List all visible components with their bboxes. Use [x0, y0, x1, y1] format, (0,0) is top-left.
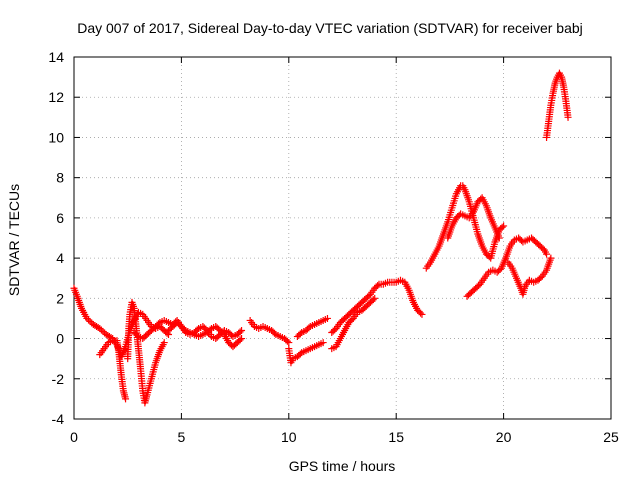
data-point: [543, 250, 551, 258]
x-tick-label: 0: [70, 429, 78, 445]
data-point: [371, 294, 379, 302]
y-tick-label: 2: [56, 290, 64, 306]
data-point: [99, 328, 107, 336]
y-axis-label: SDTVAR / TECUs: [6, 184, 22, 296]
data-point: [83, 314, 91, 322]
data-point: [270, 329, 278, 337]
y-tick-label: 12: [48, 89, 64, 105]
data-point: [236, 328, 244, 336]
data-point: [96, 325, 104, 332]
data-point: [296, 330, 304, 338]
axis-ticks: 0 5 10 15 20 25 -4 -2 0 2 4 6 8 10 12 14: [48, 49, 619, 445]
y-tick-label: 6: [56, 210, 64, 226]
data-point: [305, 324, 313, 332]
data-point: [97, 326, 105, 334]
data-point: [160, 339, 168, 347]
data-point: [236, 336, 244, 344]
plot-frame: [73, 56, 612, 420]
y-tick-label: -4: [52, 411, 65, 427]
data-point: [133, 331, 141, 339]
data-point: [417, 309, 425, 317]
y-tick-label: 4: [56, 250, 64, 266]
chart-title: Day 007 of 2017, Sidereal Day-to-day VTE…: [77, 20, 583, 36]
x-tick-label: 25: [603, 429, 619, 445]
x-axis-label: GPS time / hours: [289, 458, 396, 474]
data-point: [418, 310, 426, 318]
data-points: [70, 69, 572, 407]
data-point: [238, 335, 246, 343]
data-point: [238, 327, 246, 335]
data-point: [323, 314, 331, 322]
data-point: [285, 339, 293, 347]
data-point: [319, 339, 327, 347]
data-point: [296, 350, 304, 358]
data-point: [369, 296, 377, 304]
data-point: [154, 320, 162, 328]
data-point: [84, 316, 92, 324]
x-tick-label: 15: [388, 429, 404, 445]
data-point: [206, 326, 214, 334]
data-point: [498, 223, 506, 231]
data-point: [547, 254, 555, 262]
y-tick-label: 14: [48, 49, 64, 65]
x-tick-label: 10: [281, 429, 297, 445]
data-point: [86, 317, 94, 325]
x-tick-label: 20: [496, 429, 512, 445]
data-point: [500, 222, 508, 230]
data-point: [374, 282, 382, 290]
data-point: [564, 113, 572, 121]
data-point: [283, 337, 291, 345]
data-point: [193, 326, 201, 334]
x-tick-label: 5: [178, 429, 186, 445]
y-tick-label: 0: [56, 331, 64, 347]
data-point: [495, 234, 503, 242]
y-tick-label: 10: [48, 129, 64, 145]
y-tick-label: 8: [56, 170, 64, 186]
y-tick-label: -2: [52, 371, 65, 387]
data-point: [180, 325, 188, 333]
data-point: [122, 395, 130, 403]
